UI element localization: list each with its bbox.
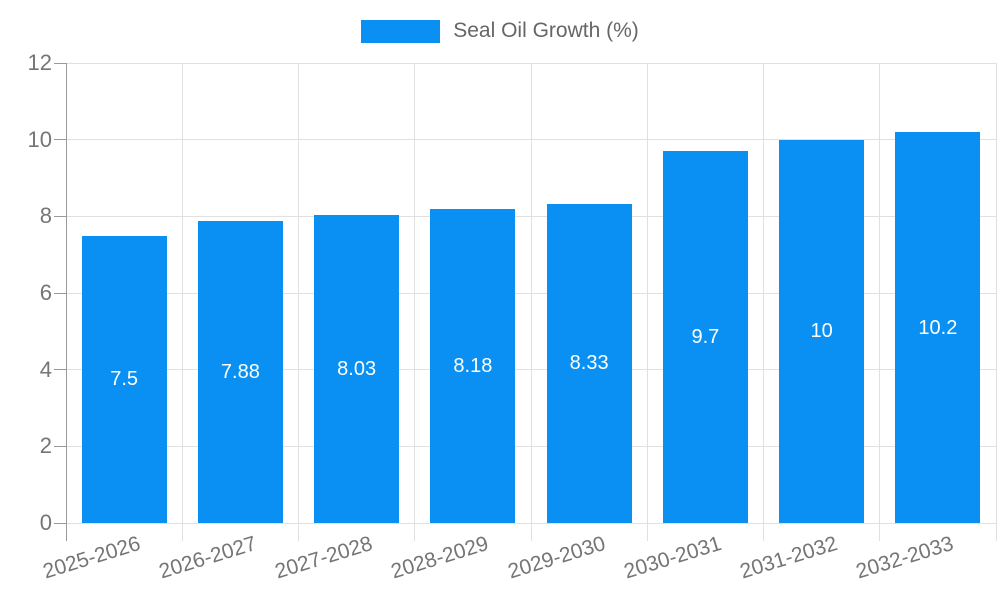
bar[interactable]: 10 — [779, 139, 865, 523]
x-gridline — [298, 63, 299, 541]
x-gridline — [646, 63, 648, 541]
x-gridline — [181, 63, 183, 541]
y-tick-label: 4 — [39, 356, 52, 382]
x-gridline — [995, 63, 997, 541]
y-tick-mark — [54, 369, 66, 371]
y-tick-mark — [54, 215, 66, 217]
y-tick-mark — [54, 522, 66, 524]
y-tick-mark — [54, 292, 66, 294]
legend-swatch-icon — [361, 19, 441, 43]
y-tick-label: 2 — [39, 433, 52, 459]
plot-area: 7.5 7.88 8.03 8.18 8.33 9.7 10 10.2 — [54, 62, 997, 541]
x-gridline — [414, 63, 416, 541]
bar[interactable]: 7.5 — [81, 235, 167, 523]
bar[interactable]: 7.88 — [197, 220, 283, 523]
bar-value-label: 10.2 — [918, 316, 958, 339]
bar-value-label: 7.5 — [110, 368, 139, 391]
y-tick-label: 0 — [39, 510, 52, 535]
bar[interactable]: 8.03 — [314, 215, 400, 523]
y-tick-label: 10 — [27, 126, 52, 152]
x-gridline — [879, 63, 881, 541]
bar[interactable]: 9.7 — [662, 151, 748, 523]
bar-value-label: 7.88 — [220, 360, 260, 383]
x-tick-label: 2026-2027 — [156, 532, 260, 584]
bar[interactable]: 8.33 — [546, 203, 632, 523]
x-tick-label: 2032-2033 — [853, 532, 957, 584]
y-tick-mark — [54, 62, 66, 64]
x-tick-label: 2027-2028 — [272, 532, 376, 584]
bar-value-label: 10 — [810, 320, 833, 343]
y-tick-mark — [54, 445, 66, 447]
legend-label: Seal Oil Growth (%) — [453, 19, 639, 42]
y-tick-label: 8 — [39, 203, 52, 229]
x-tick-label: 2025-2026 — [40, 532, 143, 584]
x-tick-label: 2030-2031 — [621, 532, 725, 584]
x-tick-label: 2028-2029 — [388, 532, 492, 584]
y-tick-mark — [54, 139, 66, 141]
bar-value-label: 8.33 — [569, 352, 609, 375]
x-gridline — [530, 63, 532, 541]
y-tick-label: 6 — [39, 280, 52, 305]
bar[interactable]: 10.2 — [895, 132, 981, 523]
y-tick-label: 12 — [27, 50, 52, 75]
bar-value-label: 9.7 — [691, 326, 720, 349]
x-tick-label: 2029-2030 — [505, 532, 608, 584]
x-tick-label: 2031-2032 — [737, 532, 841, 584]
bar-value-label: 8.18 — [453, 355, 493, 378]
legend[interactable]: Seal Oil Growth (%) — [0, 19, 1000, 43]
y-axis-line — [65, 63, 67, 541]
bar[interactable]: 8.18 — [430, 209, 516, 523]
bar-value-label: 8.03 — [337, 358, 377, 381]
x-gridline — [763, 63, 764, 541]
